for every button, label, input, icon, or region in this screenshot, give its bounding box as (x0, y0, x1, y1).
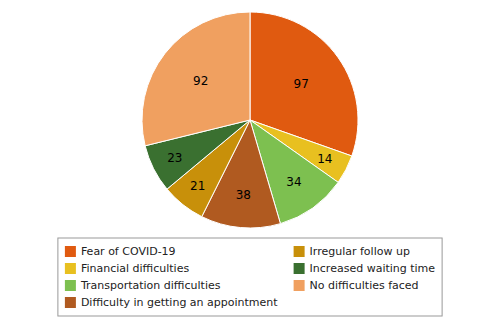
data-label: 14 (317, 152, 332, 166)
legend-label: Financial difficulties (81, 262, 190, 275)
legend-swatch (294, 280, 305, 291)
legend-swatch (65, 280, 76, 291)
chart: 97 14 34 38 21 23 92 Fear of COVID-19 Financial … (0, 0, 500, 335)
legend-swatch (294, 263, 305, 274)
legend-item: Irregular follow up (294, 245, 410, 258)
legend-swatch (65, 246, 76, 257)
legend-label: Irregular follow up (310, 245, 410, 258)
legend-item: Financial difficulties (65, 262, 190, 275)
legend-frame (58, 238, 442, 316)
legend-item: Fear of COVID-19 (65, 245, 176, 258)
data-label: 97 (294, 77, 309, 91)
legend-label: Fear of COVID-19 (81, 245, 176, 258)
data-label: 34 (286, 175, 301, 189)
data-label: 38 (236, 188, 251, 202)
legend-label: Transportation difficulties (80, 279, 221, 292)
legend-swatch (65, 263, 76, 274)
legend-swatch (65, 297, 76, 308)
legend-item: Transportation difficulties (65, 279, 221, 292)
pie (142, 12, 358, 228)
data-labels: 97 14 34 38 21 23 92 (167, 74, 332, 202)
legend-label: No difficulties faced (310, 279, 419, 292)
legend-swatch (294, 246, 305, 257)
data-label: 92 (193, 74, 208, 88)
legend-item: No difficulties faced (294, 279, 419, 292)
data-label: 23 (167, 151, 182, 165)
legend-label: Difficulty in getting an appointment (81, 296, 278, 309)
legend-label: Increased waiting time (310, 262, 436, 275)
slice (142, 12, 250, 146)
legend-item: Difficulty in getting an appointment (65, 296, 278, 309)
legend: Fear of COVID-19 Financial difficulties Tr… (58, 238, 442, 316)
data-label: 21 (190, 179, 205, 193)
legend-item: Increased waiting time (294, 262, 436, 275)
